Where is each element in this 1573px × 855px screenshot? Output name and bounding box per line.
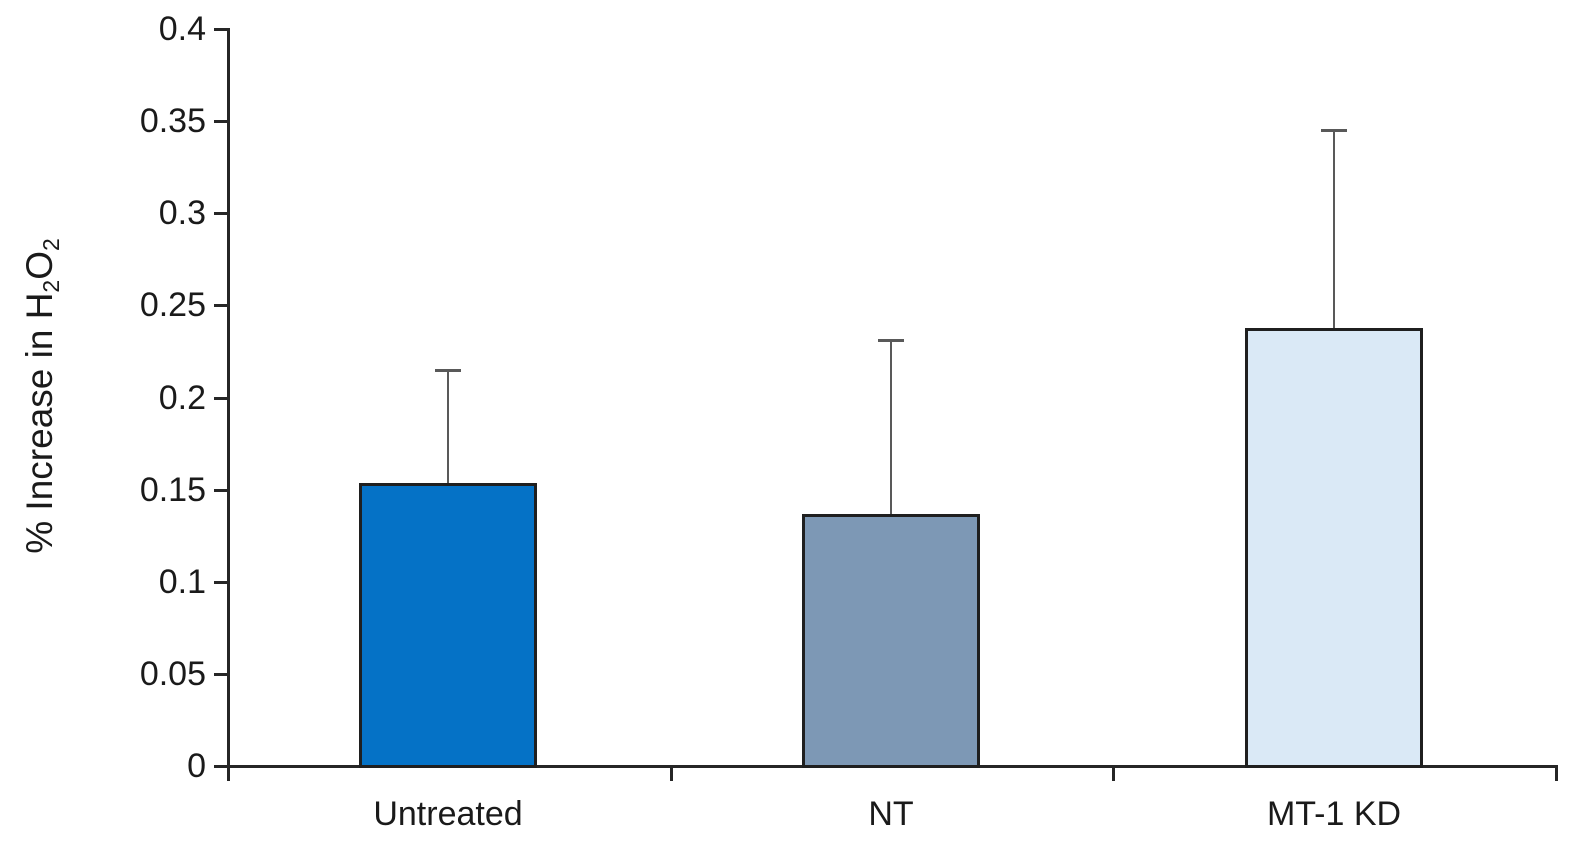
x-tick: [1555, 768, 1558, 781]
y-tick-label: 0.15: [139, 471, 206, 509]
y-tick-label: 0.3: [158, 194, 206, 232]
y-tick-label: 0.25: [139, 286, 206, 324]
y-tick: [214, 304, 227, 307]
y-tick-label: 0.05: [139, 655, 206, 693]
bar-untreated: [359, 483, 537, 768]
error-bar-line: [1333, 129, 1335, 328]
y-tick: [214, 120, 227, 123]
error-bar-line: [890, 339, 892, 514]
y-axis-title: % Increase in H2O2: [19, 238, 64, 554]
y-tick-label: 0.2: [158, 379, 206, 417]
y-tick: [214, 212, 227, 215]
error-bar-line: [447, 369, 449, 483]
y-tick: [214, 28, 227, 31]
bar-mt-1-kd: [1245, 328, 1423, 768]
y-tick-label: 0: [187, 747, 206, 785]
y-tick: [214, 489, 227, 492]
y-tick-label: 0.35: [139, 102, 206, 140]
y-tick-label: 0.1: [158, 563, 206, 601]
y-tick: [214, 765, 227, 768]
x-category-label: Untreated: [373, 795, 523, 833]
error-bar-cap: [878, 339, 904, 342]
y-tick: [214, 581, 227, 584]
x-tick: [670, 768, 673, 781]
x-tick: [227, 768, 230, 781]
y-axis-line: [227, 28, 230, 768]
x-category-label: MT-1 KD: [1266, 795, 1402, 833]
bar-nt: [802, 514, 980, 768]
error-bar-cap: [1321, 129, 1347, 132]
y-tick-label: 0.4: [158, 10, 206, 48]
error-bar-cap: [435, 369, 461, 372]
x-tick: [1112, 768, 1115, 781]
y-tick: [214, 673, 227, 676]
y-tick: [214, 397, 227, 400]
x-category-label: NT: [868, 795, 914, 833]
